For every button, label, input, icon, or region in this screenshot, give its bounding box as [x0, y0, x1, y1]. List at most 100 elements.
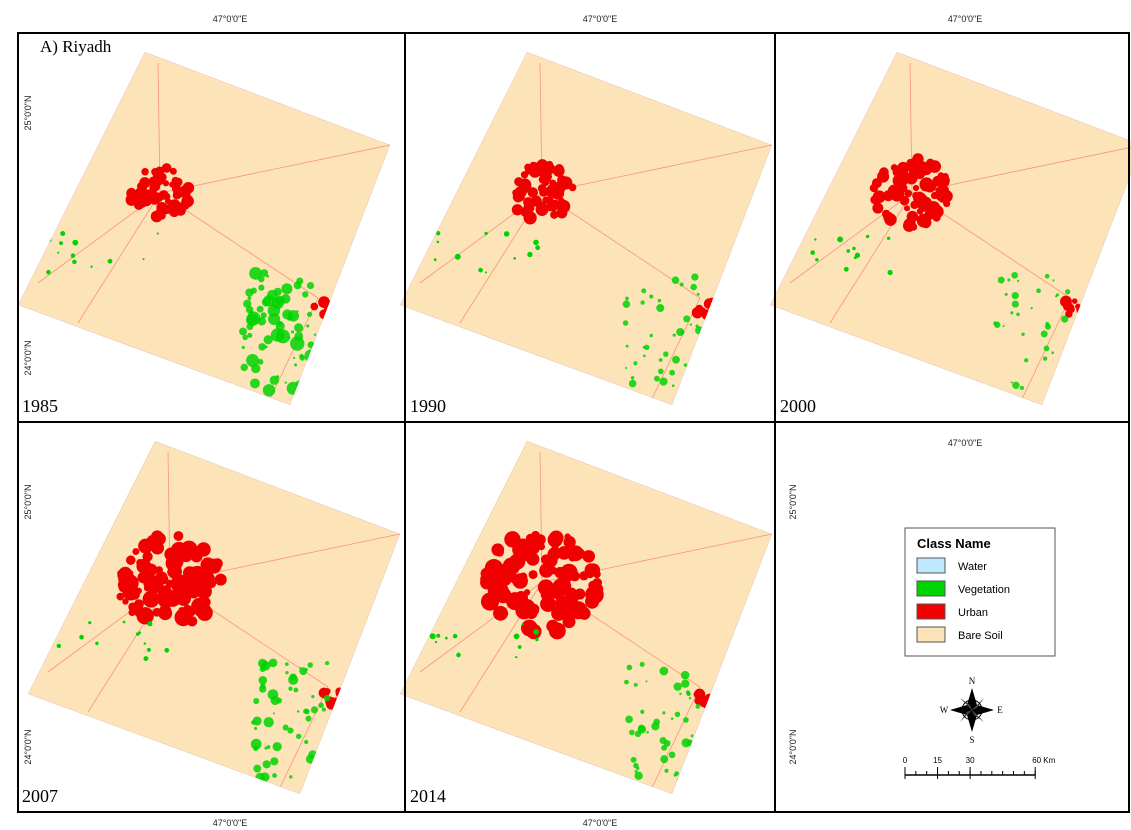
vegetation-patch: [251, 720, 256, 725]
vegetation-patch: [304, 349, 317, 362]
vegetation-patch: [270, 757, 278, 765]
urban-patch: [144, 585, 151, 592]
vegetation-patch: [646, 731, 649, 734]
vegetation-patch: [504, 231, 510, 237]
urban-patch: [553, 165, 565, 177]
vegetation-patch: [60, 231, 65, 236]
vegetation-patch: [815, 258, 818, 261]
vegetation-patch: [1011, 272, 1018, 279]
panel-year: 2000: [780, 396, 816, 416]
vegetation-patch: [837, 236, 843, 242]
scale-label: 60 Km: [1032, 756, 1055, 765]
vegetation-patch: [887, 237, 890, 240]
vegetation-patch: [651, 722, 659, 730]
vegetation-patch: [1016, 312, 1020, 316]
urban-patch: [174, 609, 192, 627]
urban-patch: [925, 202, 932, 209]
urban-patch: [319, 309, 329, 319]
vegetation-patch: [261, 661, 271, 671]
urban-patch: [894, 189, 904, 199]
vegetation-patch: [243, 300, 251, 308]
vegetation-patch: [1058, 369, 1061, 372]
vegetation-patch: [264, 747, 267, 750]
urban-patch: [574, 548, 585, 559]
urban-patch: [539, 161, 550, 172]
urban-patch: [879, 167, 889, 177]
vegetation-patch: [659, 377, 667, 385]
urban-patch: [906, 159, 917, 170]
vegetation-patch: [302, 291, 308, 297]
vegetation-patch: [484, 232, 487, 235]
vegetation-patch: [249, 267, 262, 280]
vegetation-patch: [673, 333, 676, 336]
vegetation-patch: [1041, 330, 1048, 337]
scale-label: 30: [966, 756, 975, 765]
vegetation-patch: [684, 363, 687, 366]
vegetation-patch: [72, 260, 77, 265]
vegetation-patch: [144, 642, 146, 644]
vegetation-patch: [844, 267, 849, 272]
vegetation-patch: [318, 703, 323, 708]
vegetation-patch: [672, 356, 680, 364]
map-panel: [28, 441, 400, 794]
urban-patch: [883, 212, 893, 222]
urban-patch: [126, 555, 136, 565]
urban-patch: [1076, 305, 1085, 314]
urban-patch: [713, 695, 718, 700]
vegetation-patch: [246, 323, 253, 330]
legend-label: Bare Soil: [958, 630, 1003, 642]
urban-patch: [907, 211, 919, 223]
urban-patch: [179, 549, 193, 563]
vegetation-patch: [631, 376, 634, 379]
vegetation-patch: [258, 285, 264, 291]
urban-patch: [337, 689, 345, 697]
longitude-label: 47°0'0"E: [583, 14, 618, 24]
vegetation-patch: [253, 698, 259, 704]
vegetation-patch: [635, 770, 638, 773]
vegetation-patch: [683, 315, 690, 322]
vegetation-patch: [674, 771, 679, 776]
urban-patch: [126, 194, 138, 206]
vegetation-patch: [515, 656, 517, 658]
urban-patch: [512, 540, 530, 558]
vegetation-patch: [623, 320, 628, 325]
urban-patch: [127, 570, 134, 577]
urban-patch: [904, 205, 910, 211]
urban-patch: [892, 167, 902, 177]
scale-bar: 0153060 Km: [903, 756, 1056, 779]
urban-patch: [196, 542, 210, 556]
vegetation-patch: [271, 328, 284, 341]
vegetation-patch: [513, 257, 516, 260]
urban-patch: [162, 163, 172, 173]
vegetation-patch: [71, 253, 75, 257]
urban-patch: [200, 608, 212, 620]
vegetation-patch: [681, 679, 689, 687]
vegetation-patch: [631, 757, 637, 763]
legend-swatch: [917, 558, 945, 573]
vegetation-patch: [649, 294, 653, 298]
vegetation-patch: [311, 706, 318, 713]
vegetation-patch: [294, 332, 303, 341]
vegetation-patch: [535, 638, 538, 641]
vegetation-patch: [258, 343, 266, 351]
urban-patch: [935, 174, 949, 188]
vegetation-patch: [436, 231, 440, 235]
vegetation-patch: [679, 693, 682, 696]
vegetation-patch: [311, 695, 314, 698]
vegetation-patch: [305, 668, 308, 671]
urban-patch: [328, 309, 336, 317]
vegetation-patch: [59, 241, 63, 245]
vegetation-patch: [656, 304, 664, 312]
vegetation-patch: [274, 288, 282, 296]
vegetation-patch: [296, 734, 301, 739]
vegetation-patch: [288, 686, 292, 690]
urban-patch: [931, 192, 938, 199]
vegetation-patch: [691, 371, 699, 379]
vegetation-patch: [514, 634, 520, 640]
vegetation-patch: [308, 362, 322, 376]
urban-patch: [538, 184, 547, 193]
urban-patch: [132, 548, 139, 555]
urban-patch: [136, 559, 151, 574]
vegetation-patch: [314, 334, 316, 336]
vegetation-patch: [641, 288, 646, 293]
